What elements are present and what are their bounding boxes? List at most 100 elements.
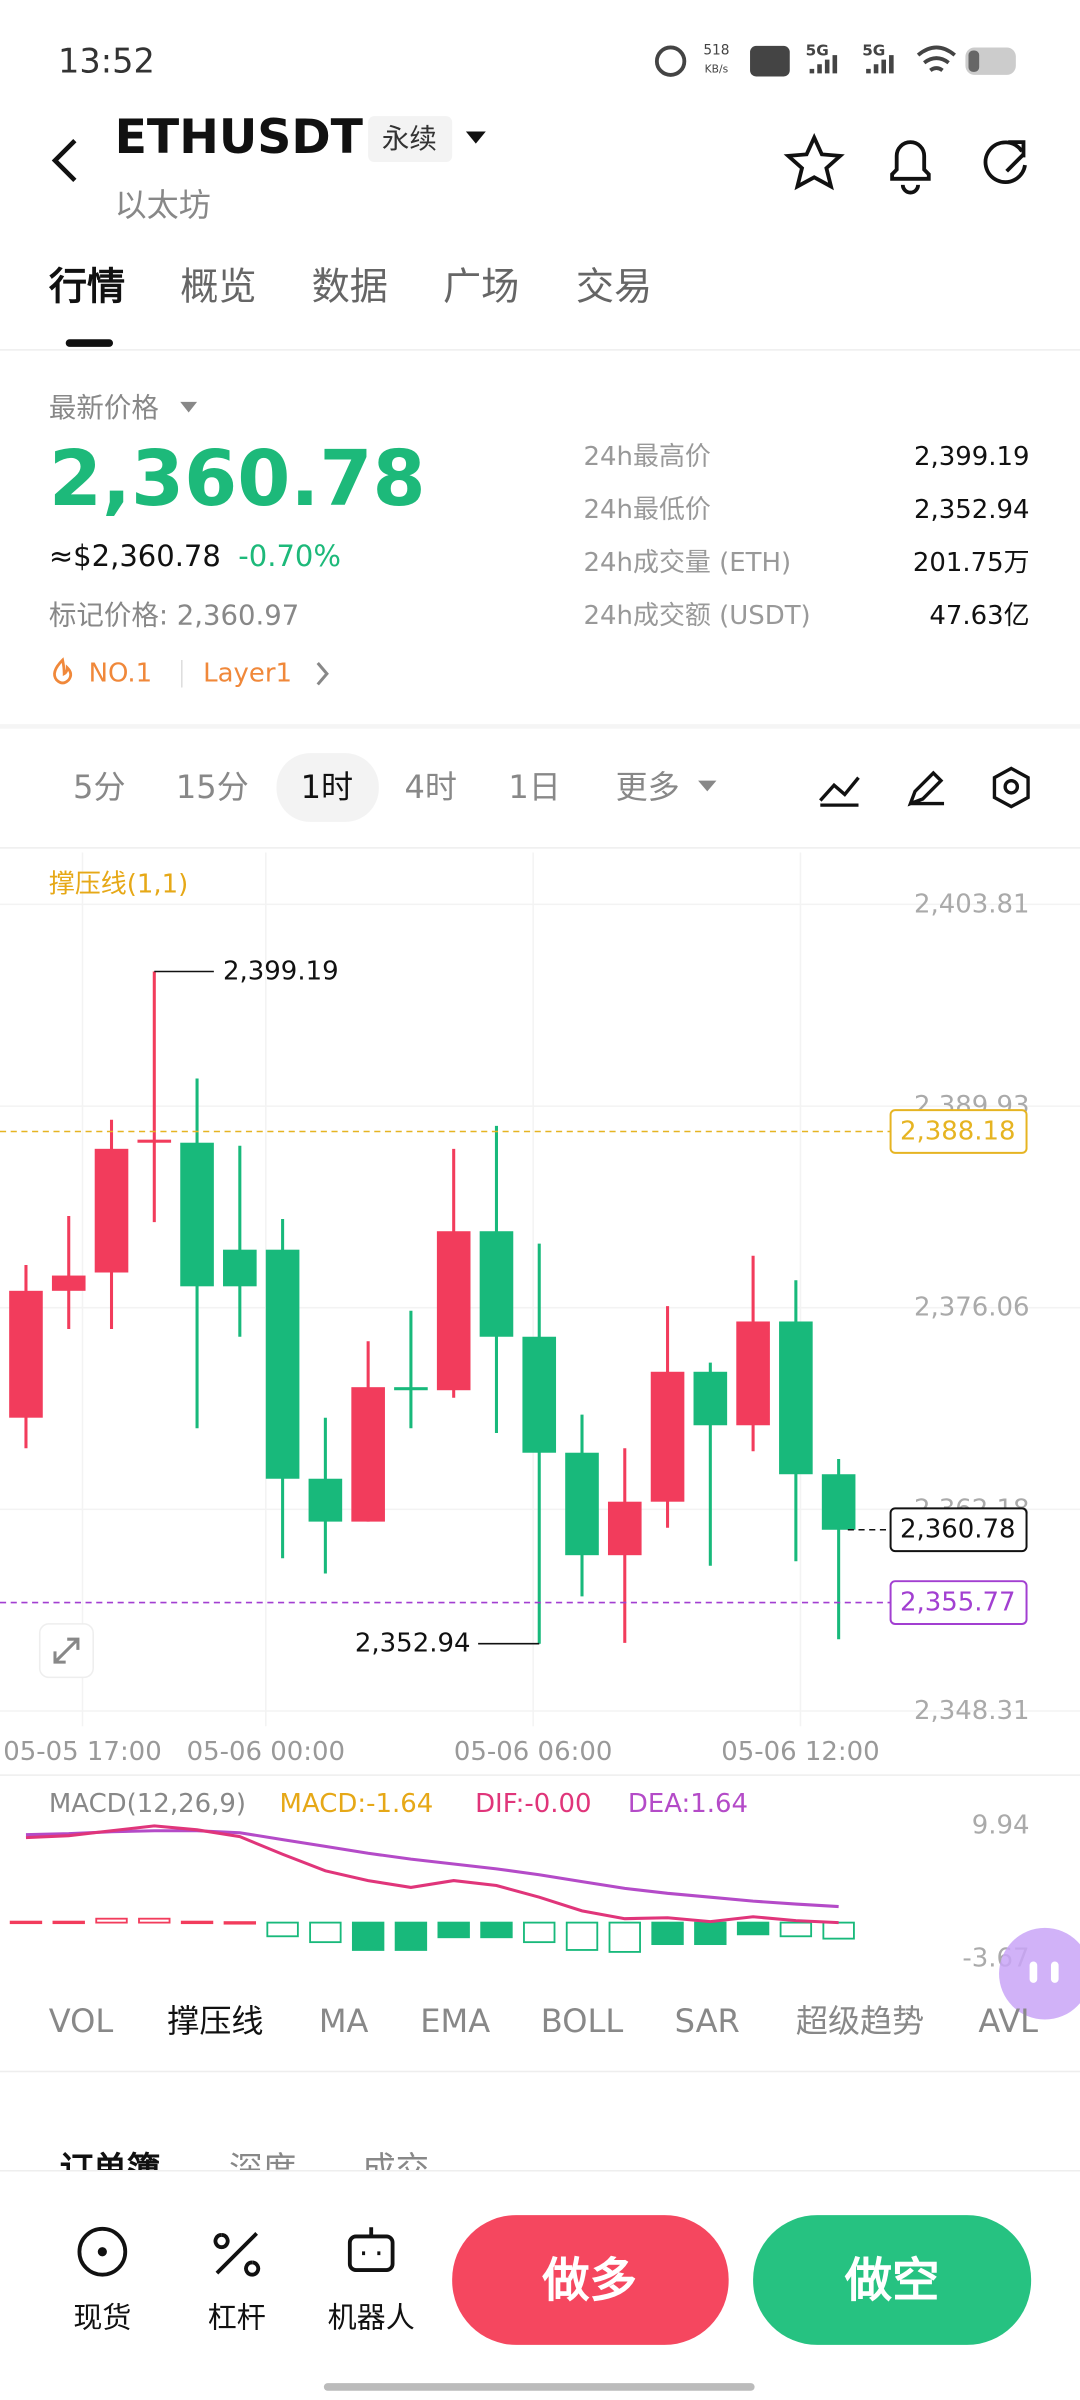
tab[interactable]: 数据: [312, 265, 388, 309]
stat-value: 2,352.94: [914, 495, 1030, 525]
spot-icon[interactable]: [97, 2247, 107, 2257]
stat-label: 24h最低价: [584, 495, 711, 525]
macd-bar: [523, 1921, 556, 1944]
battery-level: [968, 50, 980, 72]
macd-bar: [565, 1921, 599, 1951]
usd-price: ≈$2,360.78: [49, 539, 221, 573]
hot-icon: [53, 657, 73, 685]
interval[interactable]: 1时: [301, 768, 353, 806]
macd-bar: [437, 1921, 470, 1939]
assistant-eye: [1029, 1961, 1038, 1983]
tab[interactable]: 交易: [576, 265, 652, 309]
assistant-bubble[interactable]: [999, 1927, 1080, 2020]
home-indicator: [323, 2383, 755, 2391]
settings-icon[interactable]: [1003, 778, 1020, 795]
share-icon[interactable]: [983, 140, 1027, 184]
rank: NO.1: [89, 659, 153, 689]
indicator-tab[interactable]: BOLL: [541, 2002, 624, 2040]
interval[interactable]: 15分: [176, 768, 249, 806]
dif-line: [25, 1824, 839, 1925]
indicator-tab[interactable]: SAR: [675, 2002, 740, 2040]
contract-badge[interactable]: [368, 116, 453, 163]
resistance-badge: [889, 1109, 1028, 1154]
tab-indicator: [65, 339, 114, 347]
indicator-tab[interactable]: MA: [319, 2002, 369, 2040]
assistant-eye: [1050, 1961, 1059, 1983]
spot-icon[interactable]: [77, 2226, 128, 2277]
favorite-icon[interactable]: [783, 132, 845, 191]
indicator-tab[interactable]: AVL: [978, 2002, 1038, 2040]
tab[interactable]: 概览: [180, 265, 256, 309]
high-marker-label: 2,399.19: [223, 957, 339, 987]
interval[interactable]: 1日: [508, 768, 560, 806]
indicator-tab[interactable]: VOL: [49, 2002, 114, 2040]
macd-bar: [779, 1921, 813, 1938]
indicator-tab[interactable]: 超级趋势: [796, 2002, 924, 2040]
candle-body: [351, 1387, 385, 1522]
long-button[interactable]: [452, 2215, 729, 2345]
indicator-tab[interactable]: 撑压线: [167, 2002, 263, 2040]
macd-bar: [480, 1921, 513, 1939]
nav-label[interactable]: 机器人: [328, 2300, 415, 2334]
y-tick-label: 9.94: [972, 1811, 1030, 1841]
dropdown-arrow[interactable]: [465, 131, 486, 144]
last-price: 2,360.78: [49, 435, 426, 524]
interval[interactable]: 更多: [616, 768, 680, 806]
alert-icon[interactable]: [890, 140, 931, 195]
dif-value: DIF:-0.00: [475, 1789, 591, 1819]
settings-icon[interactable]: [992, 766, 1030, 809]
interval[interactable]: 5分: [73, 768, 125, 806]
macd-bar: [608, 1921, 641, 1953]
expand-icon[interactable]: [53, 1637, 80, 1664]
candle-body: [522, 1336, 557, 1453]
macd-bar: [138, 1917, 171, 1924]
macd-bar: [651, 1921, 684, 1946]
candle-body: [650, 1371, 685, 1502]
tab[interactable]: 行情: [49, 265, 125, 309]
dropdown-arrow[interactable]: [180, 401, 198, 413]
low-marker-label: 2,352.94: [355, 1629, 471, 1659]
short-button[interactable]: [753, 2215, 1032, 2345]
tag[interactable]: Layer1: [203, 659, 292, 689]
network-label: 5G: [862, 41, 885, 59]
asset-name: 以太坊: [115, 186, 211, 224]
alarm-icon: [654, 45, 687, 77]
support-label: 2,355.77: [900, 1588, 1016, 1618]
chevron[interactable]: [316, 662, 329, 686]
macd-bar: [309, 1921, 342, 1944]
candle-body: [565, 1452, 599, 1556]
back-button[interactable]: [51, 139, 77, 182]
tab[interactable]: 广场: [443, 265, 519, 309]
x-tick-label: 05-06 06:00: [454, 1737, 612, 1767]
net-speed-unit: KB/s: [705, 62, 729, 75]
stat-value: 201.75万: [913, 548, 1030, 578]
x-tick-label: 05-06 00:00: [187, 1737, 345, 1767]
hd-icon: [750, 45, 790, 77]
bot-icon[interactable]: [362, 2227, 381, 2256]
nav-label[interactable]: 现货: [73, 2300, 131, 2334]
dropdown-arrow[interactable]: [698, 780, 717, 792]
margin-icon[interactable]: [213, 2232, 261, 2277]
signal-icon: [866, 55, 894, 74]
candle-body: [180, 1142, 214, 1287]
macd-bar: [223, 1921, 257, 1925]
indicator-icon[interactable]: [819, 776, 860, 807]
candle-body: [821, 1474, 856, 1530]
divider: [0, 724, 1080, 729]
nav-label[interactable]: 杠杆: [208, 2300, 266, 2334]
y-tick-label: 2,348.31: [914, 1696, 1030, 1726]
long-label[interactable]: 做多: [541, 2253, 637, 2308]
dea-line: [25, 1829, 839, 1909]
candle-body: [94, 1148, 129, 1273]
interval[interactable]: 4时: [405, 768, 457, 806]
candle-body: [436, 1231, 471, 1391]
indicator-tab[interactable]: EMA: [420, 2002, 490, 2040]
interval-selected: [276, 753, 379, 822]
y-tick-label: 2,403.81: [914, 889, 1030, 919]
candle-body: [736, 1321, 770, 1426]
candle-body: [223, 1249, 257, 1287]
draw-icon[interactable]: [907, 770, 945, 807]
short-label[interactable]: 做空: [844, 2253, 940, 2308]
